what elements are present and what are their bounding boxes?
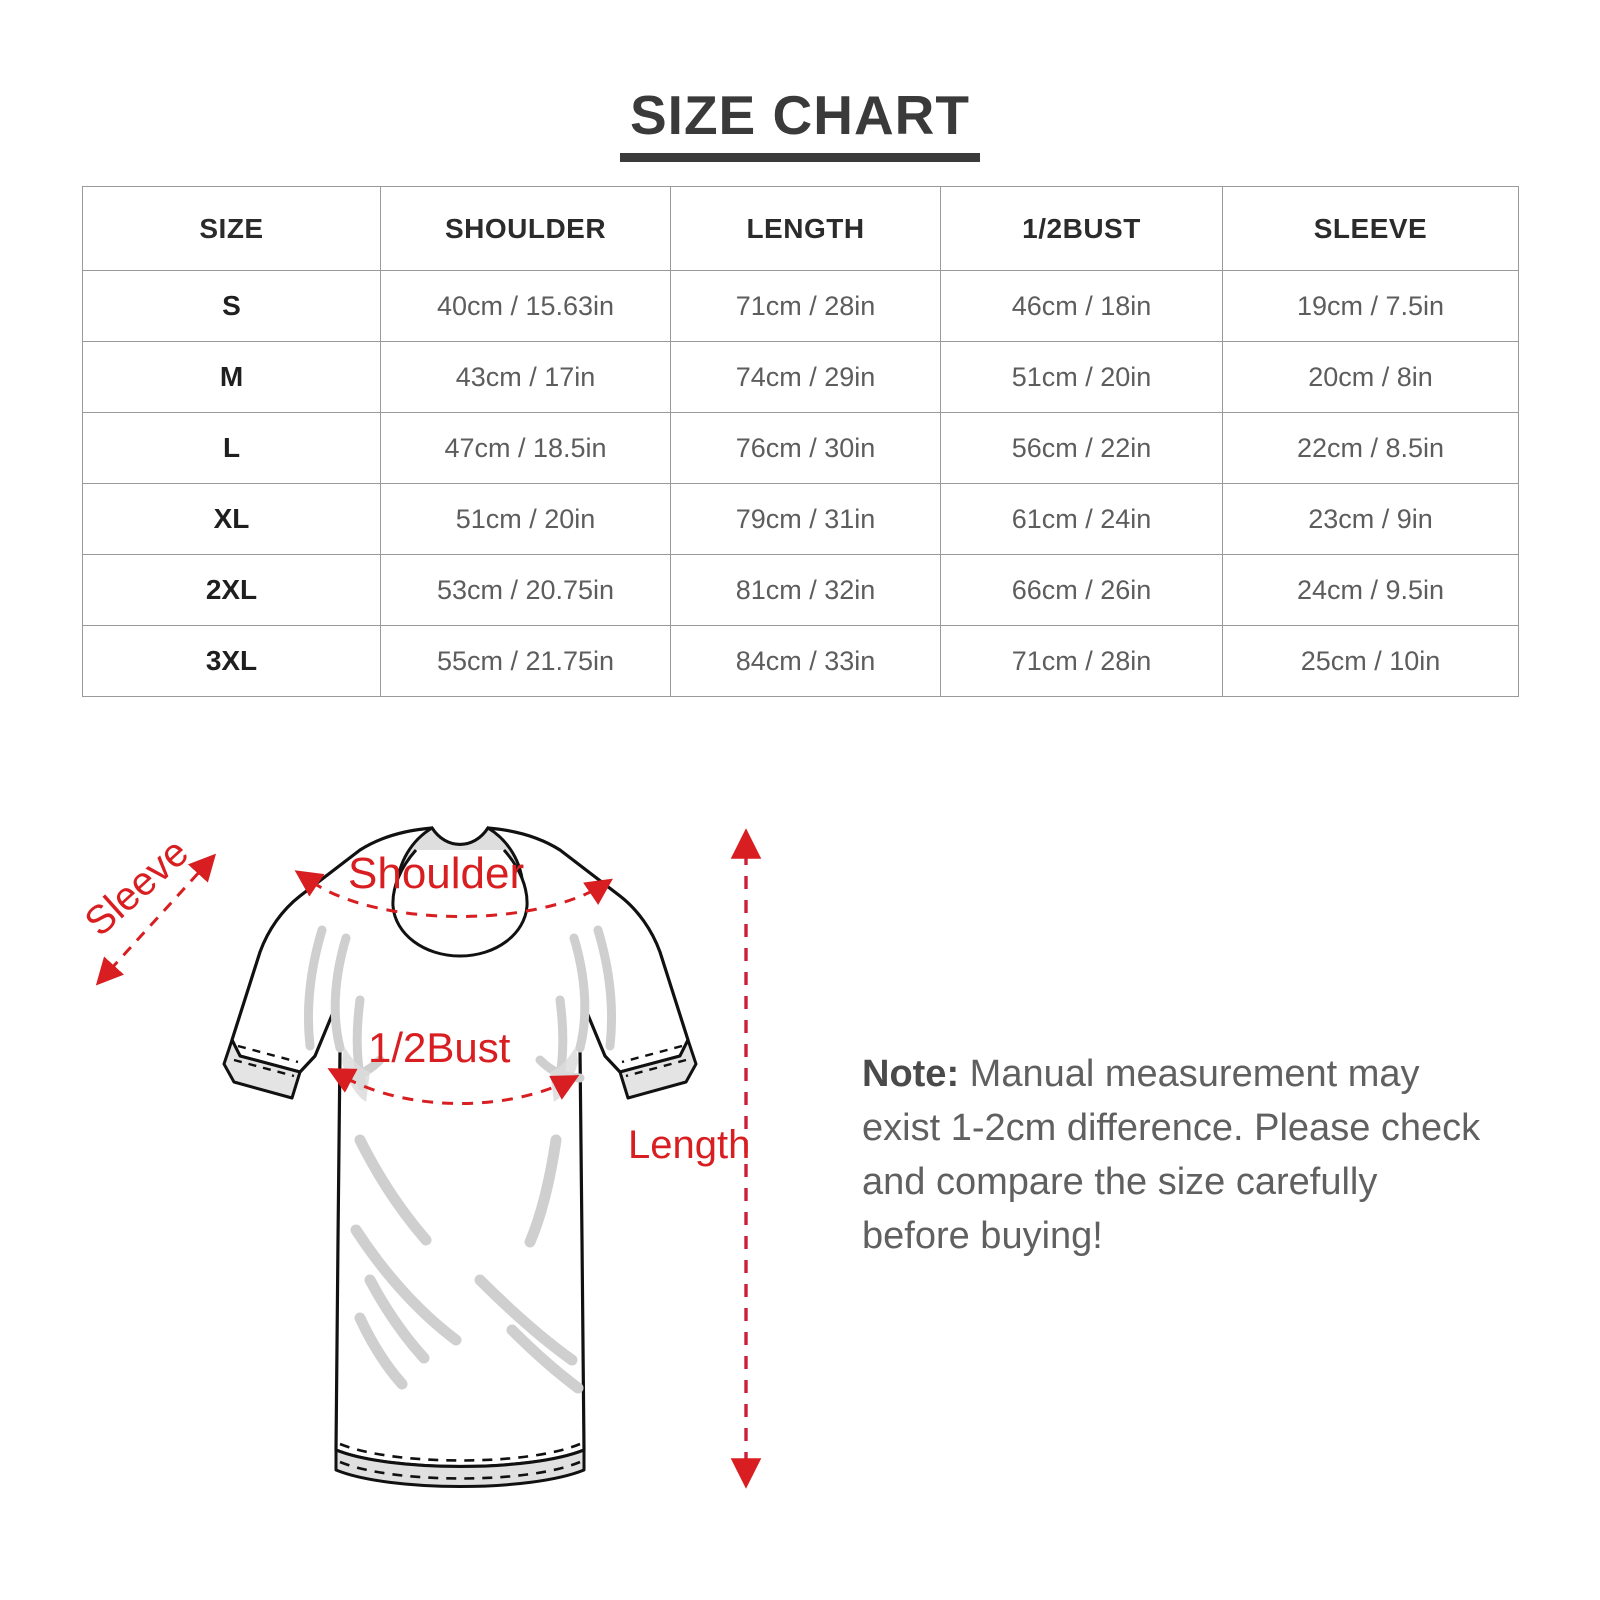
column-header-sleeve: SLEEVE [1222,186,1519,271]
table-row: 2XL 53cm / 20.75in 81cm / 32in 66cm / 26… [82,554,1519,626]
sleeve-label: Sleeve [77,830,197,945]
torso-shading-group [350,1134,584,1394]
table-row: S 40cm / 15.63in 71cm / 28in 46cm / 18in… [82,270,1519,342]
cell-shoulder: 55cm / 21.75in [380,625,671,697]
cell-length: 81cm / 32in [670,554,941,626]
right-cuff-stitching [621,1044,687,1078]
cell-length: 74cm / 29in [670,341,941,413]
note-label: Note: [862,1053,960,1095]
table-row: XL 51cm / 20in 79cm / 31in 61cm / 24in 2… [82,483,1519,555]
cell-bust: 66cm / 26in [940,554,1223,626]
cell-size: XL [82,483,381,555]
cell-length: 84cm / 33in [670,625,941,697]
cell-bust: 56cm / 22in [940,412,1223,484]
cell-shoulder: 51cm / 20in [380,483,671,555]
cell-sleeve: 20cm / 8in [1222,341,1519,413]
cell-sleeve: 19cm / 7.5in [1222,270,1519,342]
bottom-hem-stitching [339,1442,581,1480]
shirt-body-group [222,825,698,1488]
cell-size: S [82,270,381,342]
cell-size: 2XL [82,554,381,626]
note-text: Manual measurement may exist 1-2cm diffe… [862,1053,1481,1257]
cell-bust: 71cm / 28in [940,625,1223,697]
left-sleeve-cuff [222,1038,302,1100]
left-cuff-stitching [233,1044,299,1078]
cell-size: M [82,341,381,413]
column-header-bust: 1/2BUST [940,186,1223,271]
table-row: M 43cm / 17in 74cm / 29in 51cm / 20in 20… [82,341,1519,413]
cell-shoulder: 40cm / 15.63in [380,270,671,342]
column-header-size: SIZE [82,186,381,271]
cell-bust: 51cm / 20in [940,341,1223,413]
cell-length: 71cm / 28in [670,270,941,342]
title-block: SIZE CHART [0,88,1600,162]
bottom-hem-shape [334,1448,586,1488]
table-row: 3XL 55cm / 21.75in 84cm / 33in 71cm / 28… [82,625,1519,697]
cell-sleeve: 24cm / 9.5in [1222,554,1519,626]
cell-shoulder: 53cm / 20.75in [380,554,671,626]
length-label: Length [628,1123,750,1167]
cell-size: 3XL [82,625,381,697]
column-header-length: LENGTH [670,186,941,271]
cell-length: 76cm / 30in [670,412,941,484]
column-header-shoulder: SHOULDER [380,186,671,271]
title-underline [620,153,980,162]
right-sleeve-cuff [618,1038,698,1100]
note-block: Note: Manual measurement may exist 1-2cm… [862,1048,1492,1264]
cell-bust: 61cm / 24in [940,483,1223,555]
page-title: SIZE CHART [630,84,970,146]
shoulder-label: Shoulder [348,849,524,898]
bust-label: 1/2Bust [368,1024,511,1071]
table-row: L 47cm / 18.5in 76cm / 30in 56cm / 22in … [82,412,1519,484]
table-header-row: SIZE SHOULDER LENGTH 1/2BUST SLEEVE [82,186,1519,271]
cell-length: 79cm / 31in [670,483,941,555]
cell-size: L [82,412,381,484]
cell-sleeve: 22cm / 8.5in [1222,412,1519,484]
size-chart-table: SIZE SHOULDER LENGTH 1/2BUST SLEEVE S 40… [82,186,1519,697]
cell-sleeve: 25cm / 10in [1222,625,1519,697]
cell-bust: 46cm / 18in [940,270,1223,342]
cell-sleeve: 23cm / 9in [1222,483,1519,555]
tshirt-diagram-svg: Sleeve Shoulder 1/2Bust Length [77,825,762,1489]
cell-shoulder: 43cm / 17in [380,341,671,413]
bust-measure-arrow [327,1068,580,1105]
measurement-diagram: Sleeve Shoulder 1/2Bust Length [0,790,1600,1550]
cell-shoulder: 47cm / 18.5in [380,412,671,484]
sleeve-measure-arrow [95,853,217,986]
